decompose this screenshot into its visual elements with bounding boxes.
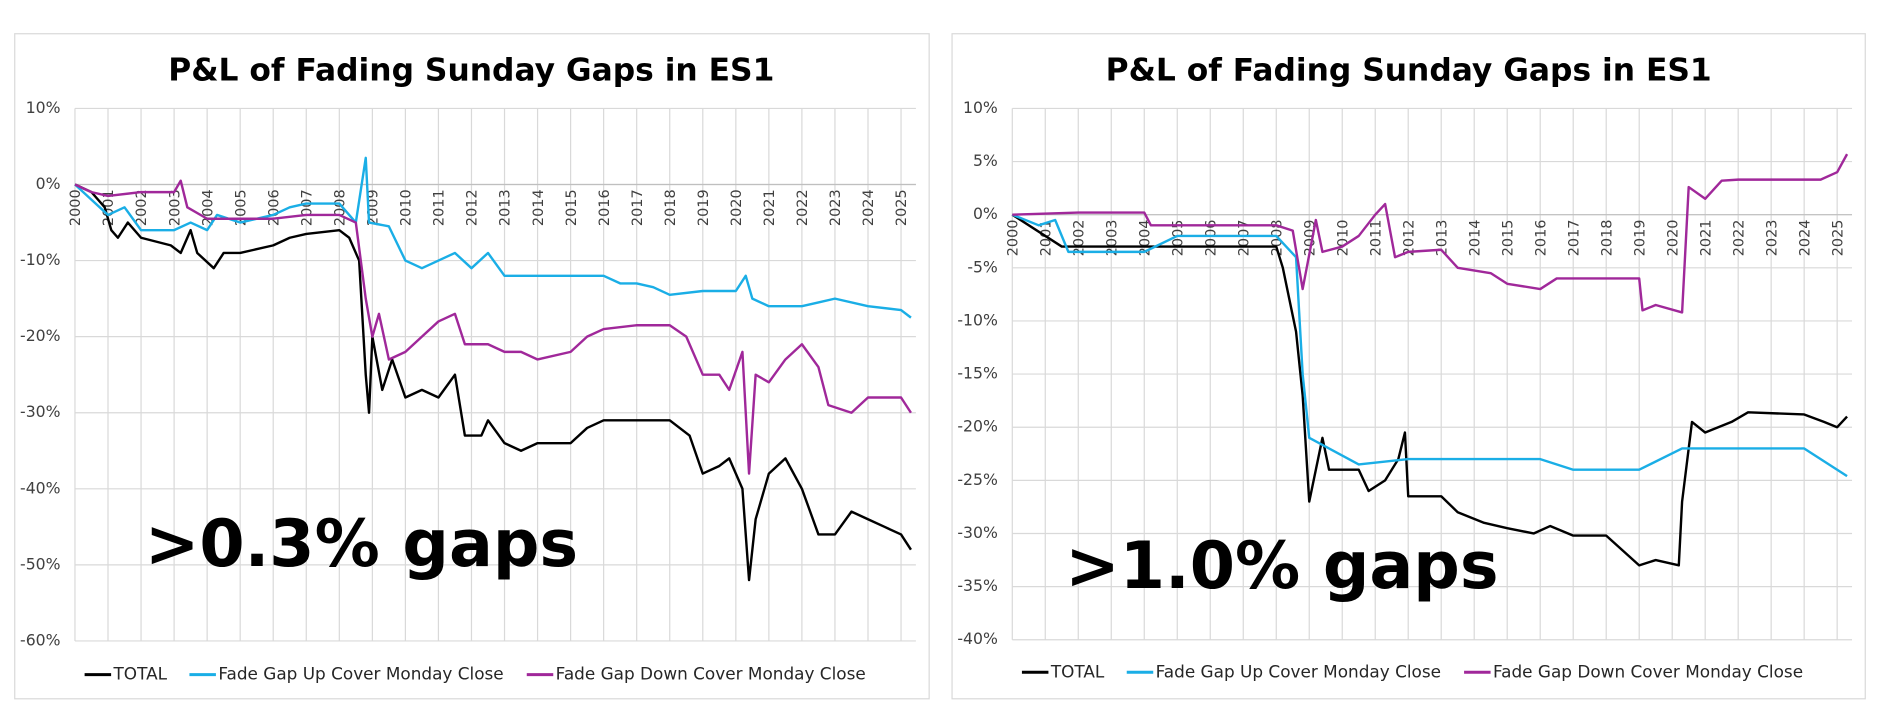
legend-label: Fade Gap Up Cover Monday Close (1156, 661, 1441, 681)
x-tick-label: 2017 (1566, 220, 1582, 257)
y-tick-label: 0% (36, 174, 61, 193)
chart-title: P&L of Fading Sunday Gaps in ES1 (168, 53, 774, 89)
x-tick-label: 2016 (1533, 220, 1549, 257)
x-tick-label: 2024 (861, 189, 877, 226)
chart-title: P&L of Fading Sunday Gaps in ES1 (1106, 53, 1712, 89)
x-tick-label: 2018 (663, 189, 679, 226)
x-tick-label: 2024 (1797, 220, 1813, 257)
y-tick-label: 5% (973, 151, 998, 170)
x-tick-label: 2011 (1368, 220, 1384, 257)
y-tick-label: 10% (26, 98, 61, 117)
x-tick-label: 2020 (729, 189, 745, 226)
series-line (1011, 213, 1848, 567)
x-tick-label: 2003 (167, 189, 183, 226)
x-tick-label: 2013 (1434, 220, 1450, 257)
x-tick-label: 2023 (1764, 220, 1780, 257)
annotation: >0.3% gaps (145, 507, 578, 582)
series-line (74, 183, 912, 582)
x-tick-label: 2011 (432, 189, 448, 226)
series-line (1012, 153, 1849, 314)
annotation: >1.0% gaps (1065, 529, 1498, 604)
legend-label: TOTAL (1050, 661, 1105, 681)
series-line (74, 179, 912, 475)
series-line (74, 156, 912, 319)
y-tick-label: -35% (957, 576, 998, 595)
x-tick-label: 2020 (1665, 220, 1681, 257)
y-tick-label: 10% (963, 98, 998, 117)
y-tick-label: -30% (20, 402, 61, 421)
x-tick-label: 2013 (498, 189, 514, 226)
x-tick-label: 2000 (68, 189, 84, 226)
x-tick-label: 2018 (1599, 220, 1615, 257)
y-tick-label: -25% (957, 470, 998, 489)
x-tick-label: 2010 (399, 189, 415, 226)
x-tick-label: 2007 (299, 189, 315, 226)
x-tick-label: 2002 (134, 189, 150, 226)
y-tick-label: -20% (20, 326, 61, 345)
y-tick-label: -60% (20, 630, 61, 649)
x-tick-label: 2014 (1467, 220, 1483, 257)
x-tick-label: 2012 (1401, 220, 1417, 257)
x-tick-label: 2025 (894, 189, 910, 226)
series-line (1011, 213, 1848, 478)
y-tick-label: -20% (957, 417, 998, 436)
x-tick-label: 2022 (1731, 220, 1747, 257)
x-tick-label: 2015 (564, 189, 580, 226)
x-tick-label: 2023 (828, 189, 844, 226)
x-tick-label: 2008 (333, 189, 349, 226)
x-tick-label: 2006 (266, 189, 282, 226)
legend-label: TOTAL (113, 664, 168, 684)
y-tick-label: 0% (973, 204, 998, 223)
y-tick-label: -30% (957, 523, 998, 542)
y-tick-label: -10% (957, 310, 998, 329)
x-tick-label: 2000 (1005, 220, 1021, 257)
y-tick-label: -40% (20, 478, 61, 497)
x-tick-label: 2025 (1830, 220, 1846, 257)
x-tick-label: 2015 (1500, 220, 1516, 257)
x-tick-label: 2019 (696, 189, 712, 226)
x-tick-label: 2019 (1632, 220, 1648, 257)
x-tick-label: 2021 (762, 189, 778, 226)
x-tick-label: 2017 (630, 189, 646, 226)
x-tick-label: 2014 (531, 189, 547, 226)
x-tick-label: 2012 (465, 189, 481, 226)
legend-label: Fade Gap Down Cover Monday Close (556, 664, 866, 684)
x-tick-label: 2010 (1335, 220, 1351, 257)
y-tick-label: -40% (957, 629, 998, 648)
x-tick-label: 2022 (795, 189, 811, 226)
y-tick-label: -50% (20, 554, 61, 573)
x-tick-label: 2021 (1698, 220, 1714, 257)
legend-label: Fade Gap Up Cover Monday Close (218, 664, 503, 684)
y-tick-label: -5% (967, 257, 998, 276)
x-tick-label: 2001 (101, 189, 117, 226)
y-tick-label: -10% (20, 250, 61, 269)
x-tick-label: 2005 (233, 189, 249, 226)
y-tick-label: -15% (957, 364, 998, 383)
legend-label: Fade Gap Down Cover Monday Close (1493, 661, 1803, 681)
x-tick-label: 2016 (597, 189, 613, 226)
